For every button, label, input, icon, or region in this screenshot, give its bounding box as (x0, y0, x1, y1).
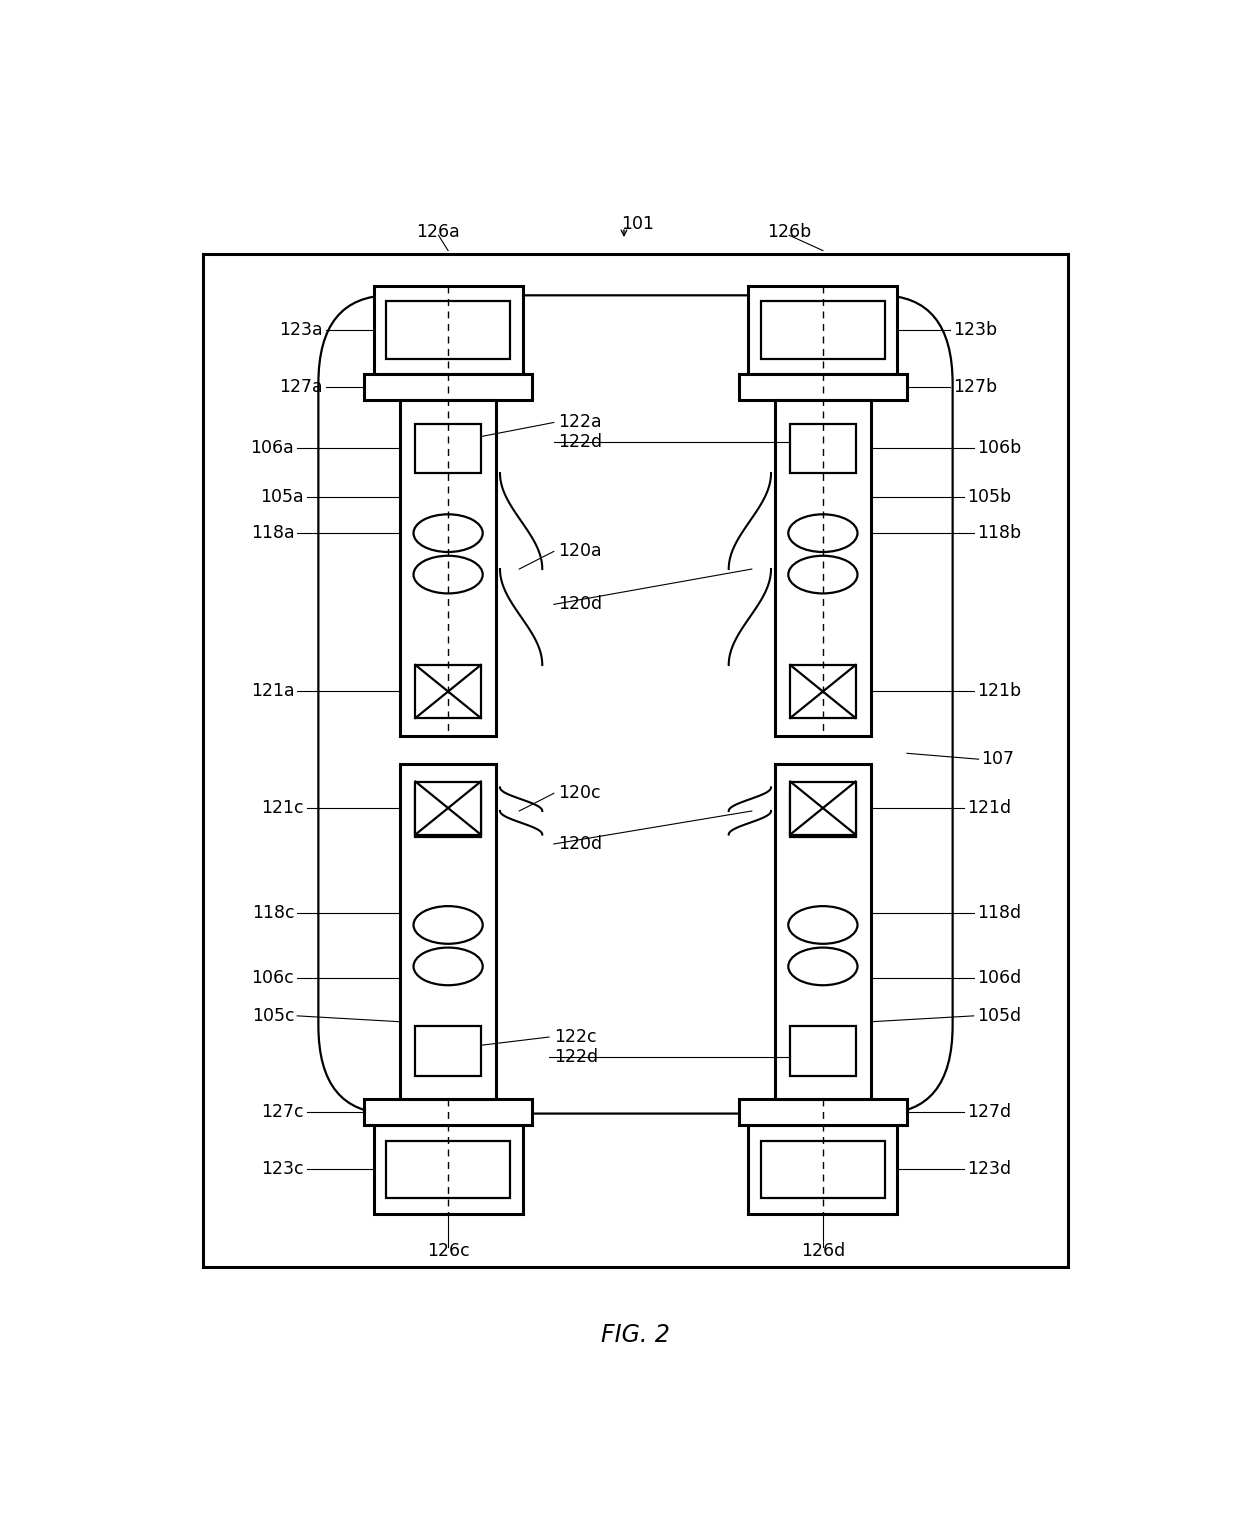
Text: 126d: 126d (801, 1243, 844, 1260)
Ellipse shape (789, 948, 858, 985)
Bar (790, 665, 856, 719)
Text: 105c: 105c (252, 1008, 294, 1024)
Text: 121c: 121c (262, 800, 304, 816)
Bar (365, 1099, 532, 1125)
Bar (739, 375, 906, 401)
Text: 123c: 123c (262, 1161, 304, 1179)
Bar (775, 764, 870, 1099)
Bar (749, 1125, 898, 1214)
Ellipse shape (789, 555, 858, 593)
Bar (386, 301, 510, 359)
Bar (373, 286, 522, 375)
Bar (761, 301, 885, 359)
Text: 127b: 127b (952, 378, 997, 396)
Text: 120d: 120d (558, 595, 603, 613)
Text: 105b: 105b (967, 488, 1011, 506)
Text: 126c: 126c (427, 1243, 470, 1260)
Bar (790, 1026, 856, 1076)
Bar (365, 375, 532, 401)
Bar (761, 1141, 885, 1199)
Ellipse shape (789, 907, 858, 943)
Bar (415, 665, 481, 719)
Text: 105a: 105a (260, 488, 304, 506)
Bar (401, 401, 496, 735)
Text: 106b: 106b (977, 439, 1021, 457)
Text: 118c: 118c (252, 904, 294, 922)
Text: 105d: 105d (977, 1008, 1021, 1024)
Bar (415, 781, 481, 835)
Text: 120d: 120d (558, 835, 603, 853)
Text: 126b: 126b (768, 223, 811, 240)
Bar (739, 1099, 906, 1125)
Bar (203, 254, 1068, 1266)
Text: 121d: 121d (967, 800, 1011, 816)
FancyBboxPatch shape (319, 295, 952, 1113)
Ellipse shape (413, 514, 482, 552)
Bar (373, 1125, 522, 1214)
Text: 123d: 123d (967, 1161, 1011, 1179)
Text: 120a: 120a (558, 543, 603, 561)
Text: 126a: 126a (417, 223, 460, 240)
Text: 127a: 127a (279, 378, 324, 396)
Text: 106c: 106c (252, 969, 294, 988)
Text: 118d: 118d (977, 904, 1021, 922)
Text: 118b: 118b (977, 524, 1021, 543)
Bar (790, 787, 856, 836)
Bar (415, 424, 481, 472)
Text: 122d: 122d (558, 434, 603, 451)
Text: 127d: 127d (967, 1104, 1011, 1121)
Text: 122a: 122a (558, 413, 603, 431)
Text: 106d: 106d (977, 969, 1021, 988)
Ellipse shape (789, 514, 858, 552)
Text: FIG. 2: FIG. 2 (601, 1323, 670, 1347)
Ellipse shape (413, 555, 482, 593)
Text: 123b: 123b (952, 321, 997, 339)
Text: 106a: 106a (250, 439, 294, 457)
Bar (415, 1026, 481, 1076)
Text: 123a: 123a (279, 321, 324, 339)
Text: 120c: 120c (558, 784, 601, 803)
Text: 122d: 122d (554, 1047, 598, 1066)
Bar (775, 401, 870, 735)
Text: 101: 101 (621, 214, 653, 232)
Bar (749, 286, 898, 375)
Text: 127c: 127c (262, 1104, 304, 1121)
Bar (790, 424, 856, 472)
Ellipse shape (413, 907, 482, 943)
Bar (415, 787, 481, 836)
Text: 107: 107 (982, 751, 1014, 768)
Bar (790, 781, 856, 835)
Text: 118a: 118a (250, 524, 294, 543)
Ellipse shape (413, 948, 482, 985)
Text: 121a: 121a (250, 682, 294, 700)
Bar (386, 1141, 510, 1199)
Text: 121b: 121b (977, 682, 1021, 700)
Bar (401, 764, 496, 1099)
Text: 122c: 122c (554, 1027, 596, 1046)
